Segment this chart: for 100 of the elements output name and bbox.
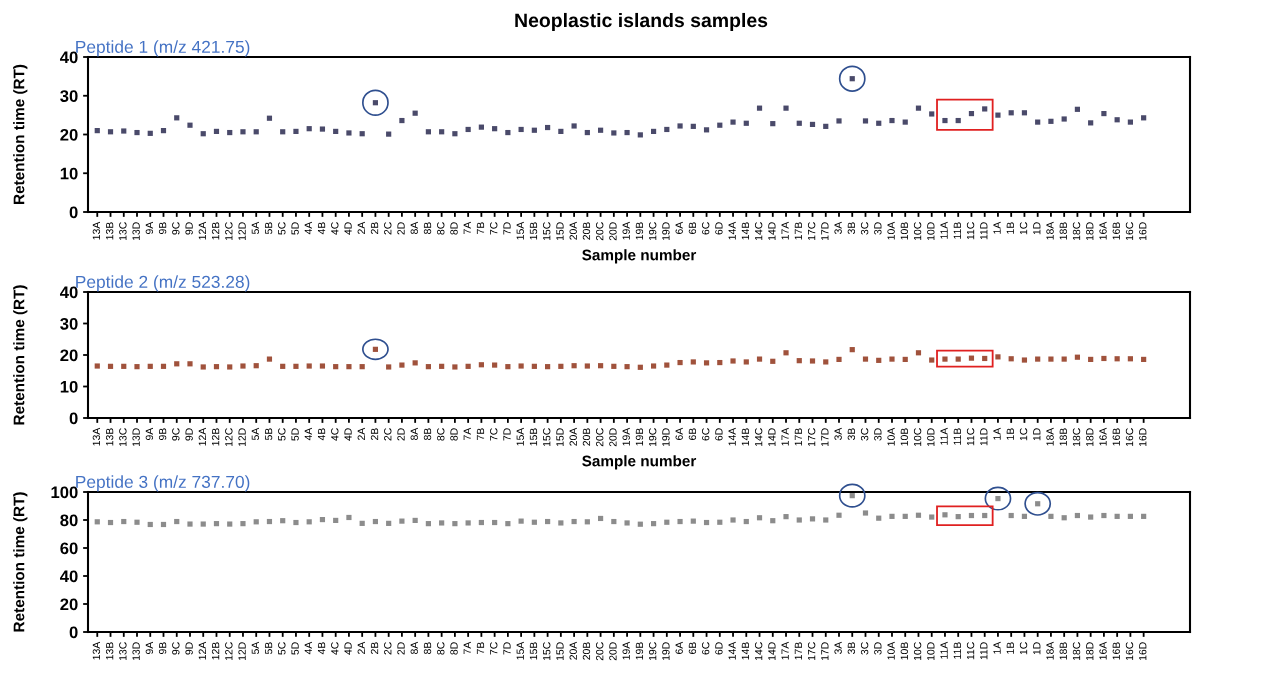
x-tick-label: 19D <box>662 428 670 447</box>
y-axis-title: Retention time (RT) <box>13 64 28 204</box>
x-tick-label: 2A <box>357 641 365 654</box>
x-tick-label: 18A <box>1046 427 1054 446</box>
x-tick-label: 3D <box>874 428 882 441</box>
x-tick-label: 6C <box>701 428 710 441</box>
x-tick-label: 10B <box>900 642 909 660</box>
x-tick-label: 15D <box>556 222 564 241</box>
x-tick-label: 4C <box>331 222 339 235</box>
x-tick-label: 18C <box>1072 222 1081 241</box>
x-tick-label: 3B <box>847 428 856 441</box>
x-tick-label: 18D <box>1086 642 1094 661</box>
x-tick-label: 15D <box>556 428 564 447</box>
x-tick-label: 19B <box>635 642 644 660</box>
y-axis-title: Retention time (RT) <box>13 285 28 425</box>
x-tick-label: 13C <box>119 222 127 241</box>
x-tick-label: 11C <box>966 222 975 240</box>
x-tick-label: 5C <box>278 222 286 235</box>
x-tick-label: 14B <box>741 222 749 240</box>
x-tick-label: 12B <box>211 222 220 240</box>
x-tick-label: 5B <box>264 222 273 235</box>
x-tick-label: 14C <box>754 642 763 661</box>
x-tick-label: 18C <box>1072 642 1081 661</box>
x-tick-label: 3C <box>860 222 869 235</box>
x-tick-label: 13C <box>119 428 127 447</box>
x-tick-label: 6C <box>701 222 710 235</box>
x-tick-label: 2D <box>397 428 405 441</box>
x-tick-label: 8D <box>450 428 458 441</box>
x-tick-label: 1D <box>1033 642 1041 655</box>
x-tick-label: 6A <box>675 221 683 234</box>
x-tick-label: 17A <box>781 221 789 240</box>
x-tick-label: 15A <box>516 427 524 446</box>
x-tick-label: 4A <box>304 641 312 655</box>
x-tick-label: 2A <box>357 221 365 234</box>
x-tick-label: 8B <box>423 428 432 441</box>
x-tick-label: 9D <box>185 428 193 441</box>
x-tick-label: 16A <box>1099 641 1107 660</box>
x-tick-label: 13A <box>92 427 101 446</box>
y-tick-label: 20 <box>60 128 78 141</box>
x-tick-label: 3B <box>847 642 856 655</box>
x-tick-label: 9C <box>172 222 180 235</box>
x-tick-label: 13A <box>92 221 101 240</box>
x-tick-label: 8C <box>437 222 445 235</box>
y-tick-label: 60 <box>60 542 78 555</box>
x-tick-label: 11D <box>980 428 988 446</box>
x-tick-label: 2C <box>384 222 392 235</box>
x-tick-label: 4B <box>317 222 326 235</box>
y-tick-label: 20 <box>60 598 78 611</box>
x-tick-label: 13D <box>132 642 140 661</box>
x-tick-label: 13A <box>92 641 101 660</box>
x-tick-label: 17C <box>807 642 816 661</box>
x-tick-label: 5D <box>291 642 299 655</box>
x-tick-label: 1C <box>1019 642 1028 655</box>
x-tick-label: 14A <box>728 221 736 240</box>
x-tick-label: 7B <box>476 222 485 234</box>
x-tick-label: 1D <box>1033 222 1041 235</box>
x-tick-label: 19A <box>622 221 630 240</box>
x-tick-label: 11C <box>966 428 975 446</box>
x-tick-label: 12D <box>238 428 246 447</box>
x-tick-label: 7B <box>476 428 485 440</box>
x-tick-label: 1B <box>1006 222 1014 234</box>
x-tick-label: 8D <box>450 642 458 655</box>
x-tick-label: 12D <box>238 642 246 661</box>
x-tick-label: 6D <box>715 428 723 441</box>
x-tick-label: 20A <box>569 221 577 240</box>
x-tick-label: 1D <box>1033 428 1041 441</box>
x-tick-label: 7C <box>490 642 498 655</box>
x-tick-label: 15C <box>543 642 551 661</box>
x-tick-label: 19D <box>662 222 670 241</box>
x-tick-label: 10C <box>913 222 922 241</box>
x-tick-label: 16C <box>1125 428 1134 447</box>
x-tick-label: 3C <box>860 428 869 441</box>
x-tick-label: 18A <box>1046 641 1054 660</box>
x-tick-label: 16D <box>1139 428 1147 447</box>
x-tick-label: 6D <box>715 222 723 235</box>
x-tick-label: 14D <box>768 428 776 447</box>
x-tick-label: 12D <box>238 222 246 241</box>
x-tick-label: 5B <box>264 642 273 655</box>
x-tick-label: 18B <box>1059 428 1067 446</box>
x-tick-label: 19C <box>648 222 657 241</box>
x-tick-label: 17A <box>781 427 789 446</box>
x-tick-label: 15A <box>516 641 524 660</box>
x-tick-label: 15B <box>529 222 538 240</box>
x-tick-label: 11B <box>953 428 961 445</box>
x-tick-label: 7D <box>503 428 511 441</box>
x-tick-label: 10B <box>900 428 909 446</box>
x-tick-label: 16D <box>1139 642 1147 661</box>
y-tick-label: 40 <box>59 570 78 583</box>
x-tick-label: 4D <box>344 428 352 441</box>
y-tick-label: 30 <box>60 317 78 330</box>
x-tick-label: 6A <box>675 641 683 654</box>
x-tick-label: 18C <box>1072 428 1081 447</box>
x-tick-label: 6A <box>675 427 683 440</box>
chart-title: Neoplastic islands samples <box>515 12 768 32</box>
x-tick-label: 4D <box>344 642 352 655</box>
x-tick-label: 16C <box>1125 642 1134 661</box>
x-tick-label: 7D <box>503 222 511 235</box>
x-tick-label: 8D <box>450 222 458 235</box>
x-tick-label: 17B <box>794 222 802 240</box>
x-tick-label: 17B <box>794 642 802 660</box>
